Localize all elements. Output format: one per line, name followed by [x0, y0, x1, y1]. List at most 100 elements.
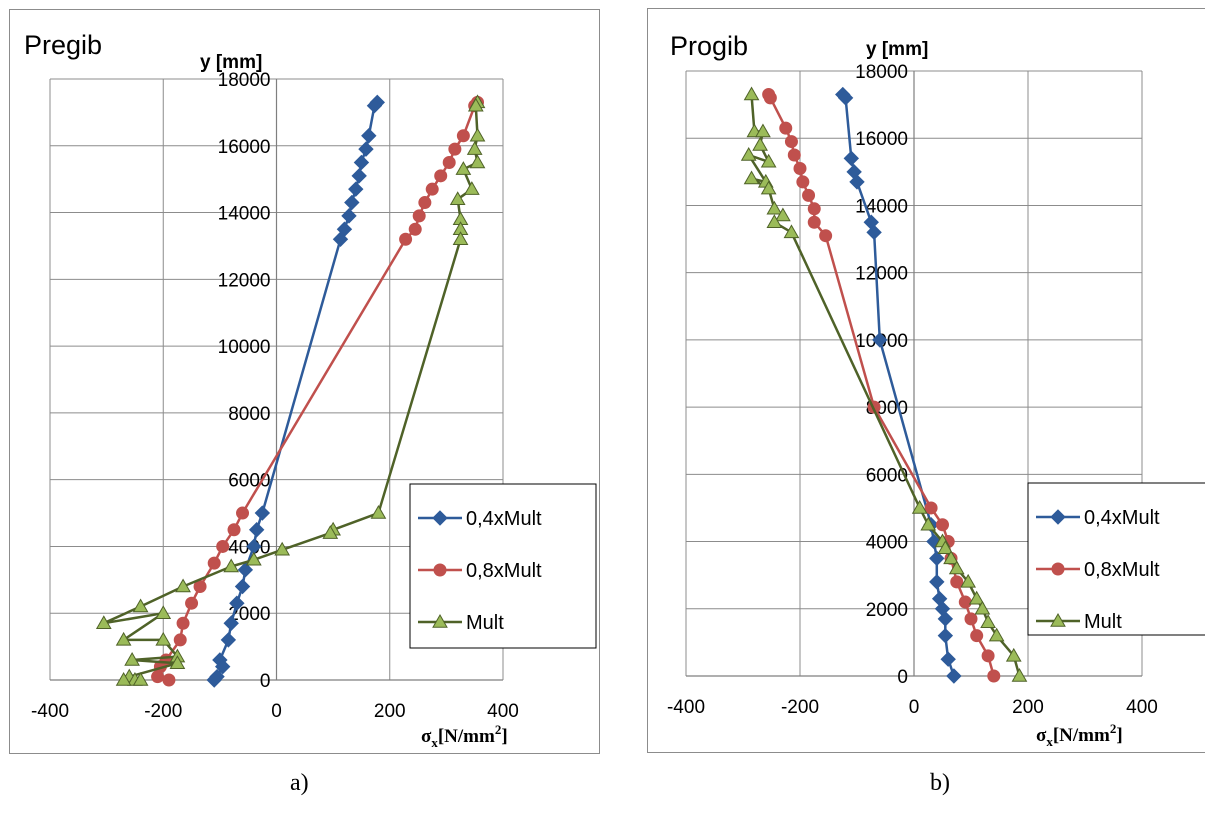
data-point [964, 612, 978, 626]
data-point [837, 90, 854, 106]
x-tick-label: 0 [909, 697, 920, 718]
data-point [254, 505, 271, 521]
x-tick-label: -200 [781, 697, 819, 718]
y-tick-label: 0 [260, 671, 271, 692]
x-tick-label: 0 [271, 701, 282, 722]
data-point [920, 516, 937, 531]
caption-a: a) [290, 770, 309, 796]
y-tick-label: 4000 [866, 533, 908, 554]
y-tick-label: 2000 [866, 600, 908, 621]
chart-title: Progib [670, 31, 748, 61]
data-point [766, 200, 783, 215]
data-point [763, 91, 777, 105]
y-tick-label: 6000 [228, 471, 270, 492]
legend-item: 0,4xMult [418, 508, 542, 530]
data-point [929, 550, 945, 567]
data-point [412, 209, 426, 223]
chart-svg-1: 0200040006000800010000120001400016000180… [667, 31, 1205, 749]
legend-item: Mult [1036, 611, 1122, 633]
data-point [176, 616, 190, 630]
data-point [353, 154, 370, 171]
series-line [767, 93, 996, 677]
legend-label: 0,8xMult [1084, 559, 1160, 581]
legend-box [1027, 482, 1205, 636]
legend-marker [432, 510, 448, 526]
data-point [274, 541, 291, 556]
data-point [175, 578, 191, 593]
x-axis-label: σx[N/mm2] [421, 722, 508, 750]
data-point [469, 127, 486, 142]
y-tick-label: 0 [897, 667, 908, 688]
data-point [783, 224, 800, 239]
data-point [132, 598, 149, 613]
data-point [958, 595, 972, 609]
data-point [358, 141, 374, 157]
y-tick-label: 6000 [866, 465, 908, 486]
data-point [766, 214, 783, 228]
legend-item: 0,4xMult [1036, 507, 1160, 529]
y-tick-label: 12000 [855, 264, 908, 285]
data-point [434, 169, 448, 183]
x-tick-label: 200 [374, 701, 406, 722]
chart-title: Pregib [24, 30, 102, 60]
legend-label: 0,8xMult [466, 560, 542, 582]
data-point [245, 551, 262, 566]
data-point [234, 578, 251, 595]
data-point [151, 670, 165, 684]
data-point [229, 595, 245, 611]
legend-item: Mult [418, 612, 504, 634]
y-tick-label: 18000 [218, 70, 271, 91]
data-point [351, 168, 367, 184]
data-point [155, 631, 172, 646]
data-point [784, 135, 798, 149]
data-point [775, 207, 791, 222]
data-point [95, 615, 112, 629]
data-point [807, 215, 821, 229]
legend-marker [1050, 509, 1066, 525]
legend-item: 0,8xMult [1036, 559, 1160, 581]
data-point [1005, 647, 1022, 662]
data-point [223, 615, 239, 631]
data-point [970, 629, 984, 643]
data-point [948, 560, 965, 575]
data-point [452, 231, 469, 246]
data-point [408, 222, 422, 236]
data-point [124, 651, 140, 666]
x-tick-label: -200 [144, 701, 182, 722]
data-point [937, 540, 954, 555]
data-point [169, 655, 186, 670]
series-2 [762, 88, 1001, 683]
data-point [463, 181, 480, 195]
data-point [227, 523, 241, 537]
data-point [802, 188, 816, 202]
data-point [399, 232, 413, 246]
y-axis-label: y [mm] [866, 39, 928, 60]
data-point [348, 181, 364, 197]
data-point [968, 590, 985, 605]
data-point [173, 633, 187, 647]
data-point [924, 501, 938, 515]
chart-panel-a: 0200040006000800010000120001400016000180… [9, 9, 600, 754]
data-point [946, 668, 962, 684]
data-point [216, 539, 230, 553]
x-tick-label: 200 [1012, 697, 1044, 718]
data-point [425, 182, 439, 196]
data-point [469, 154, 486, 169]
data-point [132, 671, 149, 686]
y-tick-label: 16000 [855, 129, 908, 150]
data-point [950, 575, 964, 589]
data-point [248, 522, 265, 538]
y-tick-label: 2000 [228, 604, 270, 625]
data-point [937, 611, 954, 627]
data-point [206, 672, 222, 688]
x-tick-label: -400 [31, 701, 69, 722]
data-point [937, 627, 954, 644]
data-point [760, 180, 777, 195]
legend-label: Mult [466, 612, 504, 634]
series-line [747, 94, 1021, 677]
data-point [332, 231, 349, 247]
y-tick-label: 12000 [218, 270, 271, 291]
data-point [796, 175, 810, 189]
series-1 [206, 94, 385, 688]
series-1 [835, 86, 962, 684]
